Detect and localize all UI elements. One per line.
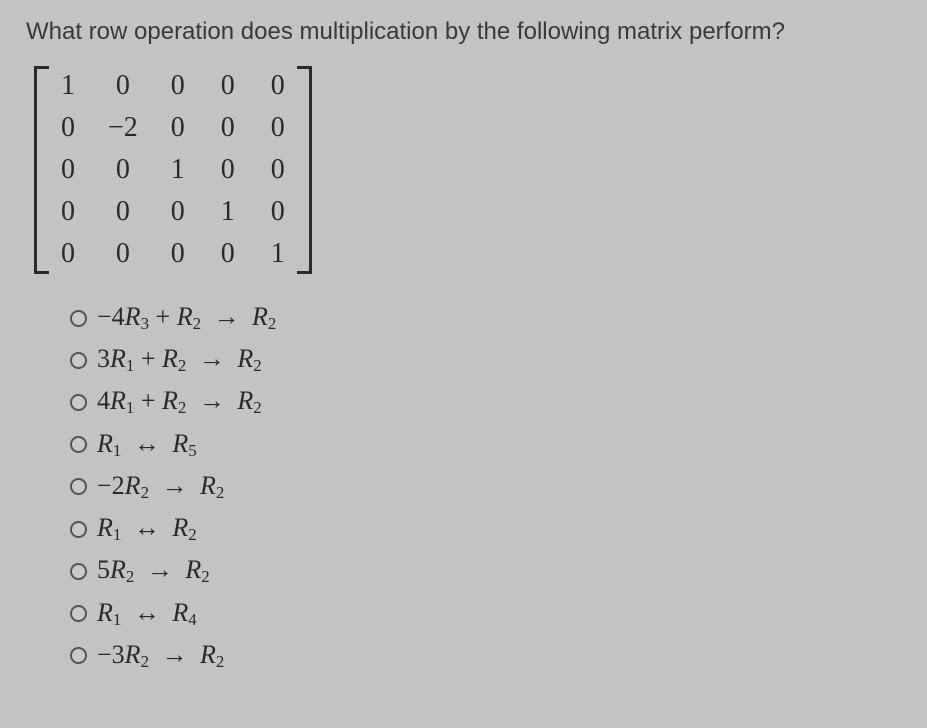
option-row[interactable]: R1 ↔ R4 (70, 598, 901, 630)
matrix-cell: 1 (168, 154, 188, 186)
matrix-cell: 0 (268, 70, 288, 102)
matrix-grid: 100000−2000001000001000001 (48, 66, 298, 274)
option-math: 4R1 + R2 → R2 (97, 386, 262, 418)
matrix-cell: 1 (268, 238, 288, 270)
option-math: R1 ↔ R4 (97, 598, 197, 630)
option-math: 3R1 + R2 → R2 (97, 344, 262, 376)
option-row[interactable]: 4R1 + R2 → R2 (70, 386, 901, 418)
option-row[interactable]: 5R2 → R2 (70, 555, 901, 587)
radio-button[interactable] (70, 521, 87, 538)
question-text: What row operation does multiplication b… (26, 18, 901, 46)
radio-button[interactable] (70, 436, 87, 453)
matrix-cell: 0 (58, 238, 78, 270)
option-row[interactable]: R1 ↔ R2 (70, 513, 901, 545)
option-math: −2R2 → R2 (97, 471, 224, 503)
matrix-cell: 0 (168, 238, 188, 270)
matrix-cell: −2 (108, 112, 138, 144)
option-row[interactable]: 3R1 + R2 → R2 (70, 344, 901, 376)
option-row[interactable]: −3R2 → R2 (70, 640, 901, 672)
matrix-cell: 0 (168, 70, 188, 102)
matrix-cell: 0 (168, 196, 188, 228)
option-math: R1 ↔ R5 (97, 429, 197, 461)
matrix-cell: 0 (108, 154, 138, 186)
matrix-cell: 0 (108, 196, 138, 228)
bracket-left (34, 66, 48, 274)
matrix-cell: 0 (268, 112, 288, 144)
radio-button[interactable] (70, 647, 87, 664)
option-row[interactable]: R1 ↔ R5 (70, 429, 901, 461)
bracket-right (298, 66, 312, 274)
matrix-cell: 0 (218, 154, 238, 186)
option-row[interactable]: −4R3 + R2 → R2 (70, 302, 901, 334)
options-list: −4R3 + R2 → R2 3R1 + R2 → R2 4R1 + R2 → R2… (70, 302, 901, 672)
radio-button[interactable] (70, 352, 87, 369)
matrix-cell: 1 (218, 196, 238, 228)
matrix-cell: 0 (108, 70, 138, 102)
option-math: 5R2 → R2 (97, 555, 210, 587)
radio-button[interactable] (70, 394, 87, 411)
radio-button[interactable] (70, 310, 87, 327)
radio-button[interactable] (70, 478, 87, 495)
matrix-cell: 0 (58, 112, 78, 144)
matrix-cell: 0 (218, 238, 238, 270)
option-math: −3R2 → R2 (97, 640, 224, 672)
matrix-cell: 0 (168, 112, 188, 144)
matrix-cell: 0 (268, 196, 288, 228)
option-math: −4R3 + R2 → R2 (97, 302, 276, 334)
matrix-cell: 0 (58, 154, 78, 186)
matrix-cell: 1 (58, 70, 78, 102)
radio-button[interactable] (70, 605, 87, 622)
matrix-cell: 0 (108, 238, 138, 270)
option-row[interactable]: −2R2 → R2 (70, 471, 901, 503)
matrix-cell: 0 (218, 112, 238, 144)
option-math: R1 ↔ R2 (97, 513, 197, 545)
matrix-cell: 0 (58, 196, 78, 228)
matrix-cell: 0 (218, 70, 238, 102)
radio-button[interactable] (70, 563, 87, 580)
matrix-cell: 0 (268, 154, 288, 186)
matrix-display: 100000−2000001000001000001 (34, 66, 901, 274)
